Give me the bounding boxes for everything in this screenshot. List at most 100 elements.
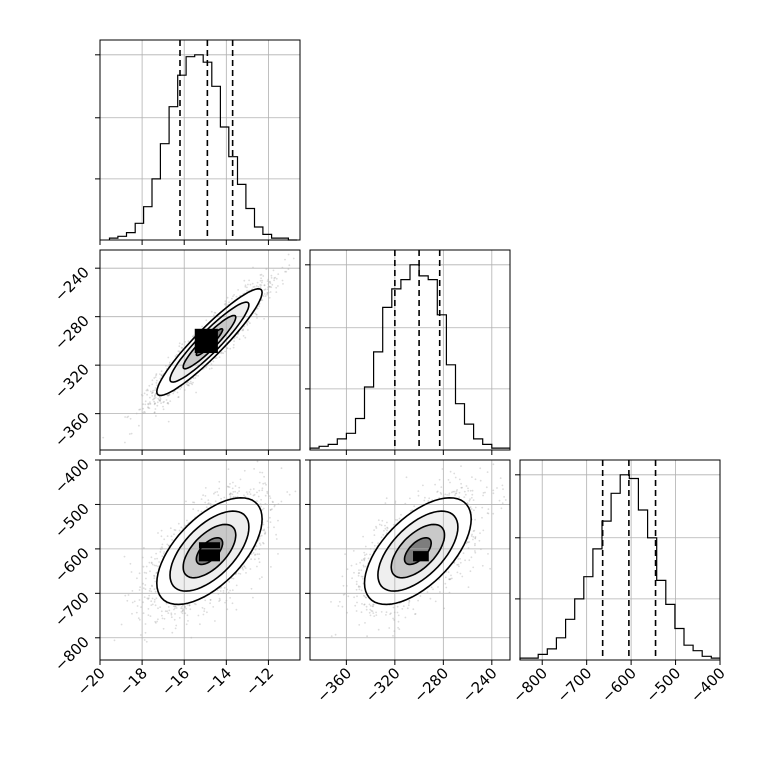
scatter-point	[148, 384, 151, 387]
scatter-point	[212, 360, 215, 363]
scatter-point	[260, 534, 263, 537]
scatter-point	[247, 283, 249, 286]
scatter-point	[202, 613, 205, 616]
scatter-point	[261, 576, 263, 578]
scatter-point	[156, 384, 159, 386]
scatter-point	[188, 604, 191, 607]
scatter-point	[148, 589, 151, 592]
scatter-point	[258, 489, 261, 492]
scatter-point	[235, 608, 238, 611]
scatter-point	[143, 596, 146, 598]
scatter-point	[177, 396, 180, 398]
scatter-point	[216, 491, 219, 493]
scatter-point	[171, 539, 174, 541]
scatter-point	[150, 562, 153, 564]
scatter-point	[269, 516, 271, 519]
scatter-point	[206, 611, 208, 614]
scatter-point	[151, 392, 153, 395]
scatter-point	[187, 381, 190, 384]
scatter-point	[261, 279, 264, 282]
scatter-point	[154, 387, 157, 389]
scatter-point	[253, 285, 256, 288]
scatter-point	[154, 376, 157, 378]
scatter-point	[155, 597, 158, 600]
scatter-point	[269, 280, 271, 283]
scatter-point	[272, 269, 275, 272]
scatter-point	[232, 346, 235, 349]
scatter-point	[165, 602, 168, 605]
scatter-point	[201, 325, 204, 328]
scatter-point	[264, 494, 267, 497]
scatter-point	[146, 388, 149, 391]
scatter-point	[224, 350, 227, 353]
scatter-point	[177, 522, 180, 525]
scatter-point	[273, 526, 275, 529]
scatter-point	[181, 343, 184, 346]
scatter-point	[156, 620, 159, 623]
scatter-point	[176, 353, 178, 356]
scatter-point	[175, 624, 178, 627]
scatter-point	[188, 384, 190, 387]
scatter-point	[153, 377, 156, 379]
scatter-point	[167, 401, 169, 404]
scatter-point	[162, 408, 165, 411]
scatter-point	[167, 612, 170, 614]
scatter-point	[256, 460, 259, 463]
scatter-point	[160, 370, 163, 373]
scatter-point	[228, 486, 231, 488]
scatter-point	[156, 404, 159, 407]
scatter-point	[154, 620, 157, 623]
scatter-point	[209, 599, 212, 601]
scatter-point	[195, 603, 197, 606]
scatter-point	[159, 551, 162, 553]
scatter-point	[263, 318, 265, 320]
scatter-point	[147, 403, 150, 406]
scatter-point	[253, 493, 256, 496]
scatter-point	[178, 345, 181, 348]
scatter-point	[163, 538, 166, 541]
scatter-point	[131, 612, 133, 615]
scatter-point	[172, 392, 175, 395]
scatter-point	[173, 608, 175, 611]
scatter-point	[126, 416, 129, 419]
scatter-point	[177, 350, 180, 353]
scatter-point	[160, 610, 163, 613]
scatter-point	[163, 617, 166, 620]
scatter-point	[270, 277, 273, 279]
scatter-point	[136, 605, 139, 607]
scatter-point	[154, 580, 157, 583]
scatter-point	[264, 288, 267, 291]
scatter-point	[260, 273, 263, 276]
scatter-point	[149, 403, 152, 405]
scatter-point	[261, 299, 264, 302]
scatter-point	[266, 293, 268, 296]
scatter-point	[167, 544, 170, 547]
scatter-point	[144, 403, 147, 406]
scatter-point	[138, 424, 140, 427]
scatter-point	[154, 402, 157, 405]
scatter-point	[203, 607, 206, 610]
scatter-point	[272, 501, 274, 503]
scatter-point	[160, 374, 163, 376]
scatter-point	[181, 347, 184, 349]
scatter-point	[238, 490, 241, 493]
scatter-point	[155, 415, 157, 417]
scatter-point	[212, 606, 215, 608]
scatter-point	[204, 599, 207, 602]
scatter-point	[138, 589, 141, 591]
scatter-point	[226, 485, 229, 488]
scatter-point	[113, 639, 116, 642]
scatter-point	[180, 386, 183, 389]
scatter-point	[204, 501, 207, 504]
scatter-point	[239, 478, 242, 481]
scatter-point	[159, 399, 162, 402]
scatter-point	[277, 553, 279, 555]
scatter-point	[197, 375, 200, 377]
scatter-point	[130, 432, 133, 435]
scatter-point	[209, 602, 212, 605]
scatter-point	[264, 531, 267, 534]
scatter-point	[275, 538, 278, 540]
scatter-point	[148, 402, 151, 405]
scatter-point	[259, 279, 262, 282]
scatter-point	[138, 572, 141, 575]
